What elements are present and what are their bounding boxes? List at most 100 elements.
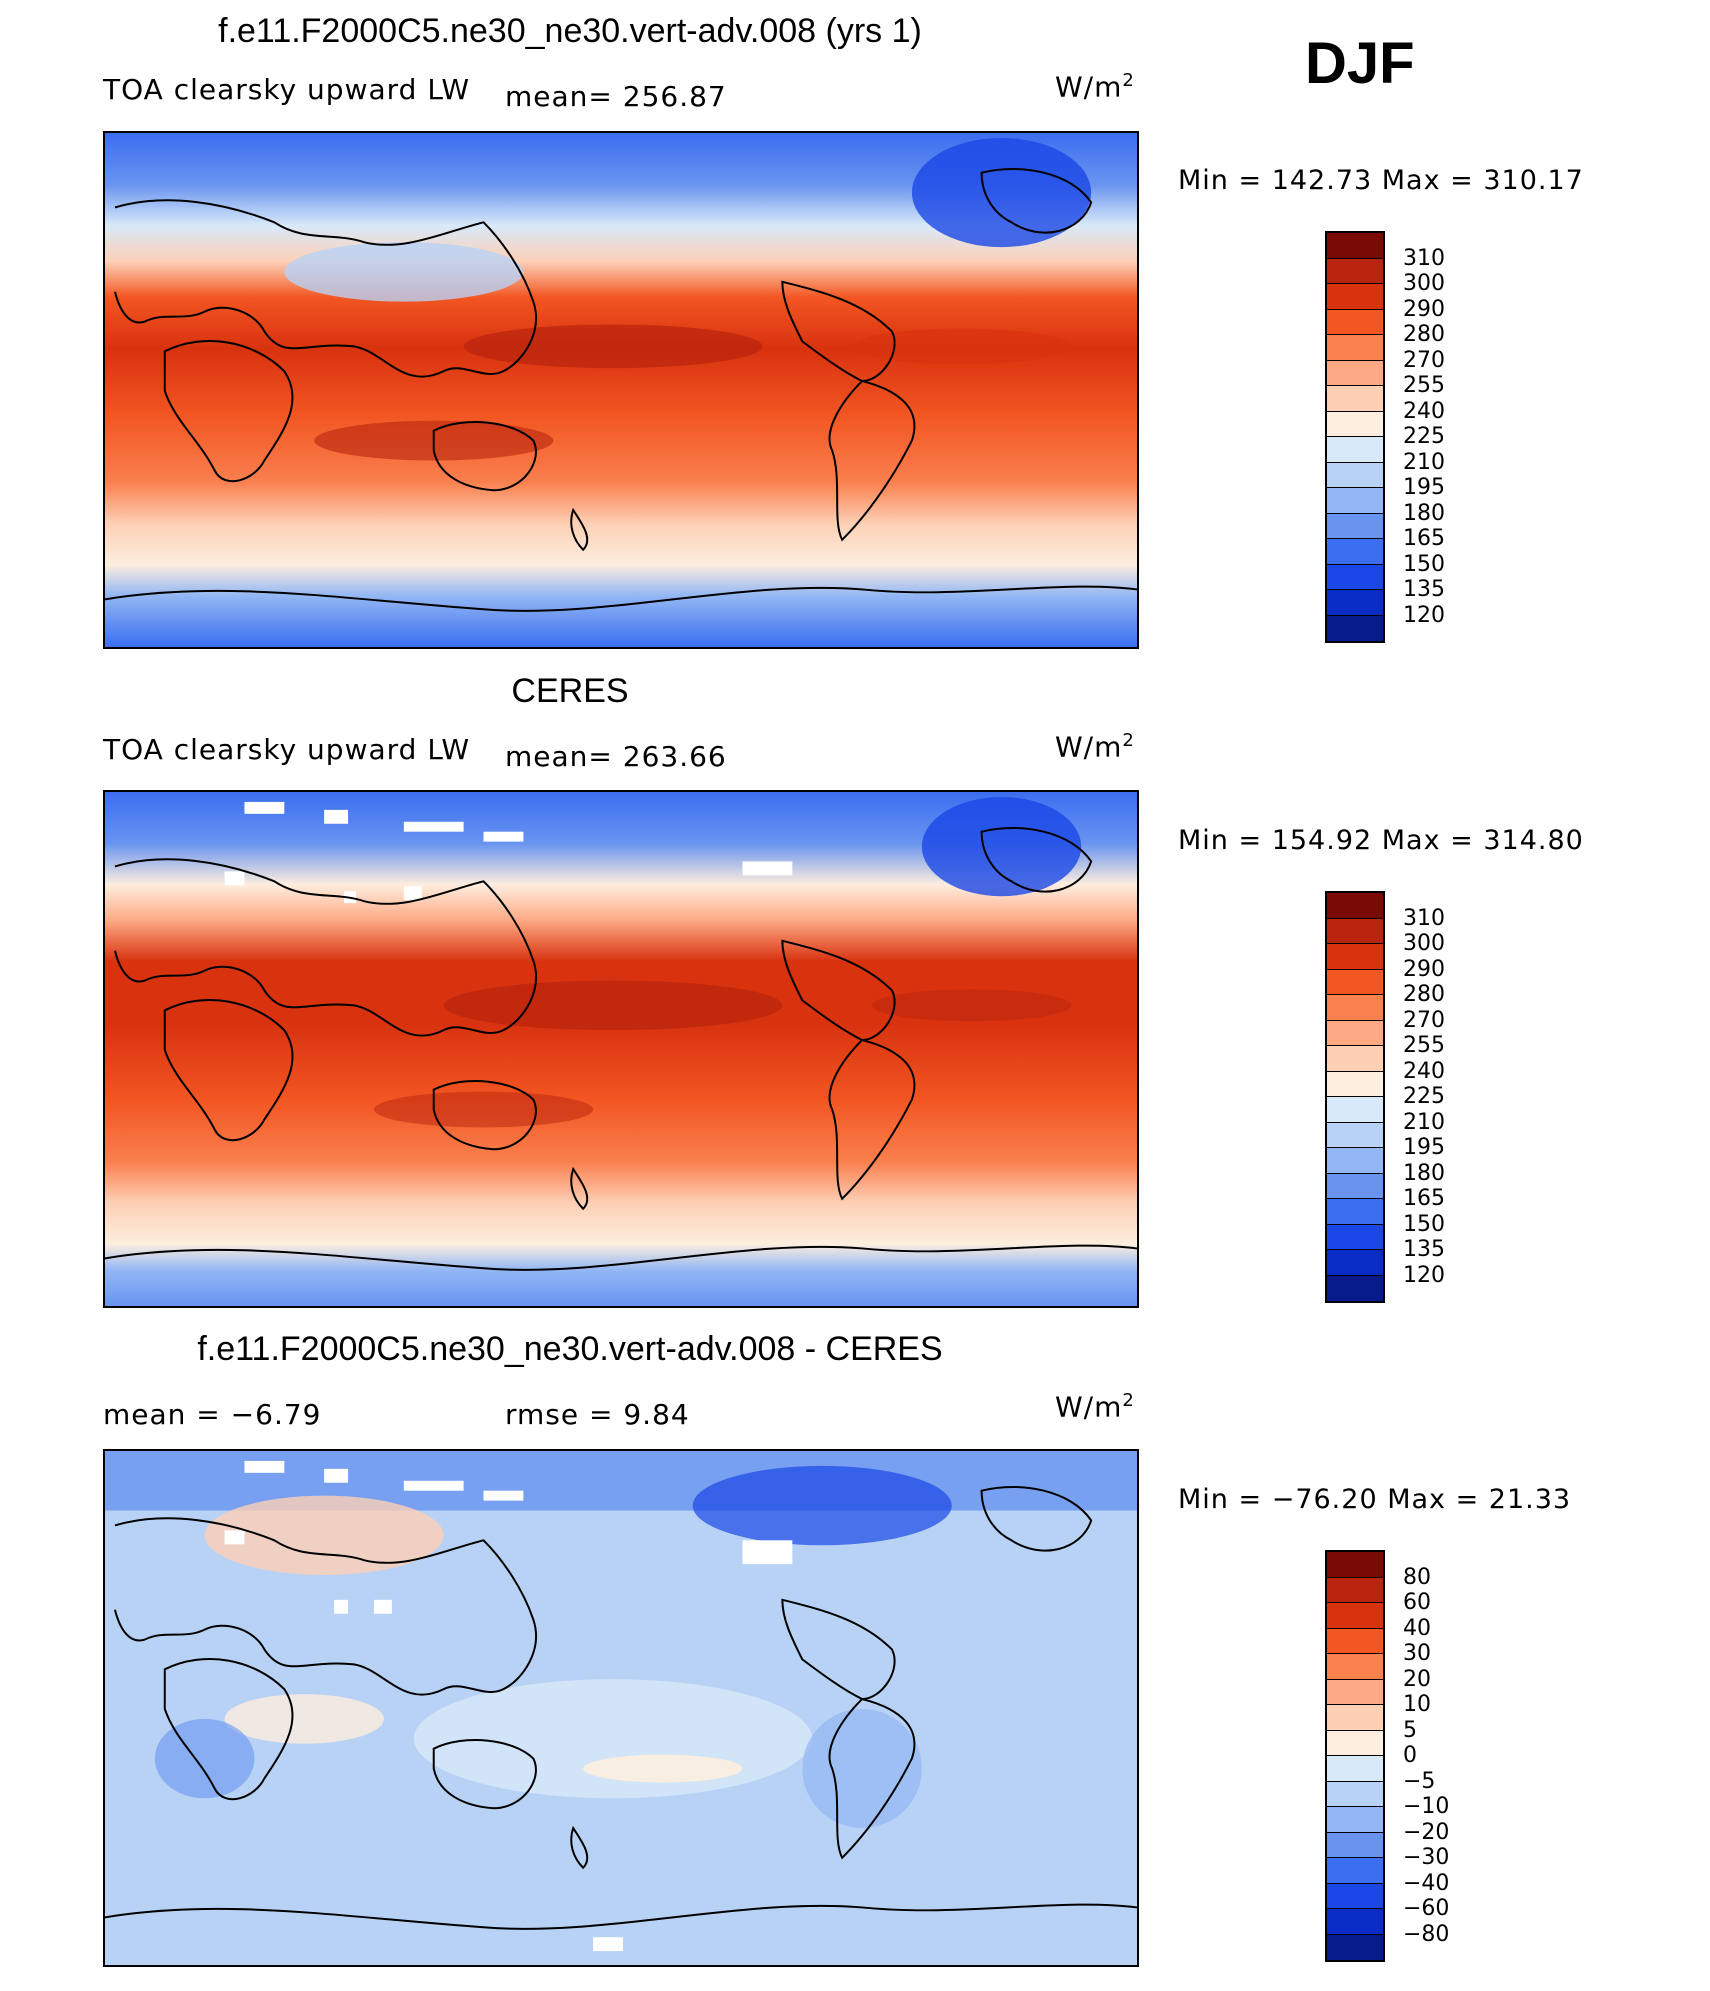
colorbar-swatch [1327, 1679, 1383, 1705]
colorbar-tick-label: 60 [1403, 1590, 1431, 1615]
colorbar-tick-label: 20 [1403, 1666, 1431, 1692]
colorbar-tick-label: 30 [1403, 1641, 1431, 1666]
colorbar-swatch [1327, 309, 1383, 335]
colorbar-swatch [1327, 335, 1383, 361]
colorbar-swatch [1327, 1730, 1383, 1756]
colorbar-swatch [1327, 1071, 1383, 1097]
colorbar-swatch [1327, 995, 1383, 1021]
panel3-unit-label: W/m2 [1055, 1390, 1135, 1424]
colorbar-tick-label: 270 [1403, 347, 1445, 373]
colorbar-swatch [1327, 539, 1383, 565]
colorbar-tick-label: 180 [1403, 500, 1445, 526]
colorbar-tick-label: 150 [1403, 551, 1445, 577]
panel2-minmax: Min = 154.92 Max = 314.80 [1178, 825, 1584, 856]
colorbar-swatch [1327, 437, 1383, 463]
panel1-unit-label: W/m2 [1055, 70, 1135, 104]
panel3-coastlines [105, 1485, 1137, 1930]
colorbar-swatch [1327, 1173, 1383, 1199]
panel1-minmax: Min = 142.73 Max = 310.17 [1178, 165, 1584, 196]
colorbar-swatch [1327, 1020, 1383, 1046]
colorbar-swatch [1327, 462, 1383, 488]
colorbar-tick-label: 290 [1403, 956, 1445, 982]
colorbar-tick-label: 300 [1403, 931, 1445, 956]
colorbar-tick-label: 280 [1403, 982, 1445, 1007]
colorbar-tick-label: −40 [1403, 1870, 1450, 1896]
colorbar-swatch [1327, 1858, 1383, 1884]
colorbar-tick-label: −20 [1403, 1819, 1450, 1845]
colorbar-tick-label: 310 [1403, 245, 1445, 271]
colorbar-swatch [1327, 615, 1383, 641]
colorbar-swatch [1327, 1250, 1383, 1276]
panel3-map-svg [105, 1451, 1137, 1965]
colorbar-tick-label: 290 [1403, 296, 1445, 322]
colorbar-tick-label: 150 [1403, 1211, 1445, 1237]
colorbar-swatch [1327, 1934, 1383, 1960]
panel3-mean-label: mean = −6.79 [103, 1398, 322, 1431]
colorbar-tick-label: 5 [1403, 1717, 1417, 1743]
panel3-missing-data [224, 1460, 793, 1952]
panel3-title: f.e11.F2000C5.ne30_ne30.vert-adv.008 - C… [197, 1330, 943, 1368]
colorbar-swatch [1327, 1654, 1383, 1680]
colorbar-tick-label: 240 [1403, 1058, 1445, 1084]
colorbar-tick-label: 165 [1403, 1186, 1445, 1211]
colorbar-swatch [1327, 1832, 1383, 1858]
colorbar-tick-label: 120 [1403, 1262, 1445, 1288]
colorbar-tick-label: 195 [1403, 475, 1445, 500]
colorbar-swatch [1327, 233, 1383, 259]
panel2-map-svg [105, 792, 1137, 1306]
panel2-coastlines [105, 826, 1137, 1271]
colorbar-tick-label: 195 [1403, 1135, 1445, 1160]
colorbar-swatch [1327, 1046, 1383, 1072]
colorbar-swatch [1327, 1909, 1383, 1935]
colorbar-swatch [1327, 488, 1383, 514]
panel2-colorbar [1325, 891, 1385, 1303]
colorbar-tick-label: 180 [1403, 1160, 1445, 1186]
colorbar-tick-label: 40 [1403, 1615, 1431, 1641]
colorbar-swatch [1327, 284, 1383, 310]
colorbar-tick-label: 225 [1403, 424, 1445, 449]
colorbar-tick-label: 240 [1403, 398, 1445, 424]
panel2-unit-label: W/m2 [1055, 730, 1135, 764]
colorbar-swatch [1327, 918, 1383, 944]
colorbar-tick-label: 280 [1403, 322, 1445, 347]
colorbar-swatch [1327, 411, 1383, 437]
colorbar-swatch [1327, 1756, 1383, 1782]
colorbar-tick-label: 210 [1403, 449, 1445, 475]
colorbar-swatch [1327, 564, 1383, 590]
colorbar-swatch [1327, 360, 1383, 386]
colorbar-swatch [1327, 969, 1383, 995]
colorbar-swatch [1327, 1122, 1383, 1148]
panel3-rmse-label: rmse = 9.84 [505, 1398, 690, 1431]
panel1-map [103, 131, 1139, 649]
colorbar-swatch [1327, 1781, 1383, 1807]
colorbar-tick-label: 135 [1403, 577, 1445, 602]
panel1-colorbar [1325, 231, 1385, 643]
colorbar-tick-label: −30 [1403, 1845, 1450, 1870]
colorbar-swatch [1327, 1883, 1383, 1909]
panel3-colorbar [1325, 1550, 1385, 1962]
panel1-map-svg [105, 133, 1137, 647]
panel1-coastlines [105, 167, 1137, 612]
colorbar-tick-label: −80 [1403, 1921, 1450, 1947]
colorbar-tick-label: −10 [1403, 1794, 1450, 1819]
panel1-mean-label: mean= 256.87 [505, 80, 727, 113]
panel2-variable-label: TOA clearsky upward LW [103, 733, 471, 766]
colorbar-tick-label: 255 [1403, 1033, 1445, 1058]
colorbar-swatch [1327, 1628, 1383, 1654]
colorbar-tick-label: 225 [1403, 1084, 1445, 1109]
panel1-variable-label: TOA clearsky upward LW [103, 73, 471, 106]
colorbar-swatch [1327, 1148, 1383, 1174]
colorbar-swatch [1327, 1097, 1383, 1123]
panel2-map [103, 790, 1139, 1308]
colorbar-tick-label: −5 [1403, 1768, 1436, 1794]
colorbar-tick-label: 270 [1403, 1007, 1445, 1033]
colorbar-swatch [1327, 386, 1383, 412]
colorbar-tick-label: 300 [1403, 271, 1445, 296]
colorbar-swatch [1327, 590, 1383, 616]
colorbar-swatch [1327, 258, 1383, 284]
panel2-mean-label: mean= 263.66 [505, 740, 727, 773]
colorbar-swatch [1327, 1275, 1383, 1301]
colorbar-swatch [1327, 1705, 1383, 1731]
colorbar-tick-label: 210 [1403, 1109, 1445, 1135]
panel3-minmax: Min = −76.20 Max = 21.33 [1178, 1484, 1572, 1515]
